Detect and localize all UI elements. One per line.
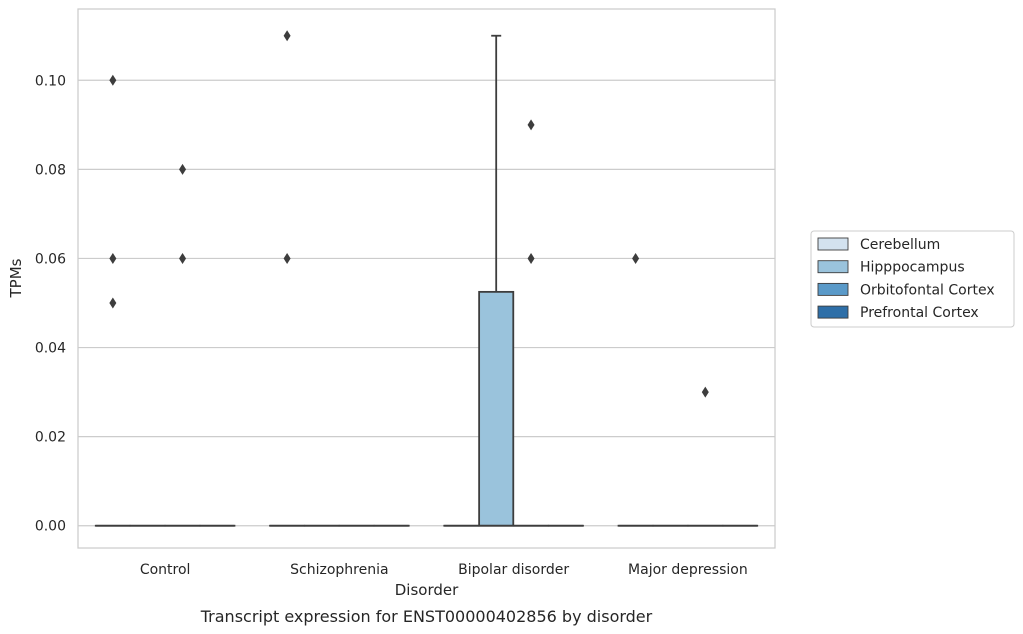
chart-title: Transcript expression for ENST0000040285… xyxy=(200,607,653,626)
box-body xyxy=(478,290,515,527)
legend-swatch xyxy=(817,305,849,319)
box-1-2 xyxy=(478,34,515,527)
plot-frame xyxy=(77,8,776,549)
legend-swatch xyxy=(817,282,849,296)
y-tick-label: 0.02 xyxy=(35,430,66,446)
box-layer xyxy=(94,30,759,527)
outlier-point xyxy=(179,252,187,264)
outlier-point xyxy=(109,74,117,86)
x-tick-label: Schizophrenia xyxy=(290,562,388,578)
outlier-point xyxy=(632,252,640,264)
outlier-point xyxy=(179,163,187,175)
outlier-point xyxy=(527,252,535,264)
y-tick-label: 0.10 xyxy=(35,73,66,89)
legend-swatch xyxy=(817,237,849,251)
y-tick-label: 0.08 xyxy=(35,162,66,178)
y-tick-label: 0.04 xyxy=(35,341,66,357)
outlier-point xyxy=(701,386,709,398)
outlier-point xyxy=(527,119,535,131)
legend-label: Cerebellum xyxy=(860,237,940,253)
outlier-point xyxy=(109,297,117,309)
y-tick-label: 0.06 xyxy=(35,251,66,267)
legend-items: Cerebellum Hipppocampus Orbitofontal Corte… xyxy=(817,237,995,321)
outlier-point xyxy=(283,30,291,42)
legend: Cerebellum Hipppocampus Orbitofontal Corte… xyxy=(810,230,1015,328)
legend-label: Hipppocampus xyxy=(860,260,965,276)
y-tick-labels: 0.00 0.02 0.04 0.06 0.08 0.10 xyxy=(35,73,66,534)
legend-swatch xyxy=(817,260,849,274)
y-tick-label: 0.00 xyxy=(35,519,66,535)
x-axis-label: Disorder xyxy=(395,581,459,599)
legend-frame xyxy=(810,230,1015,328)
box-2-0 xyxy=(164,163,201,527)
y-axis-label: TPMs xyxy=(7,258,25,298)
x-tick-labels: Control Schizophrenia Bipolar disorder Majo… xyxy=(140,562,748,578)
outlier-point xyxy=(283,252,291,264)
legend-label: Orbitofontal Cortex xyxy=(860,282,995,298)
legend-label: Prefrontal Cortex xyxy=(860,305,979,321)
x-tick-label: Major depression xyxy=(628,562,748,578)
x-tick-label: Bipolar disorder xyxy=(458,562,569,578)
x-tick-label: Control xyxy=(140,562,191,578)
outlier-point xyxy=(109,252,117,264)
